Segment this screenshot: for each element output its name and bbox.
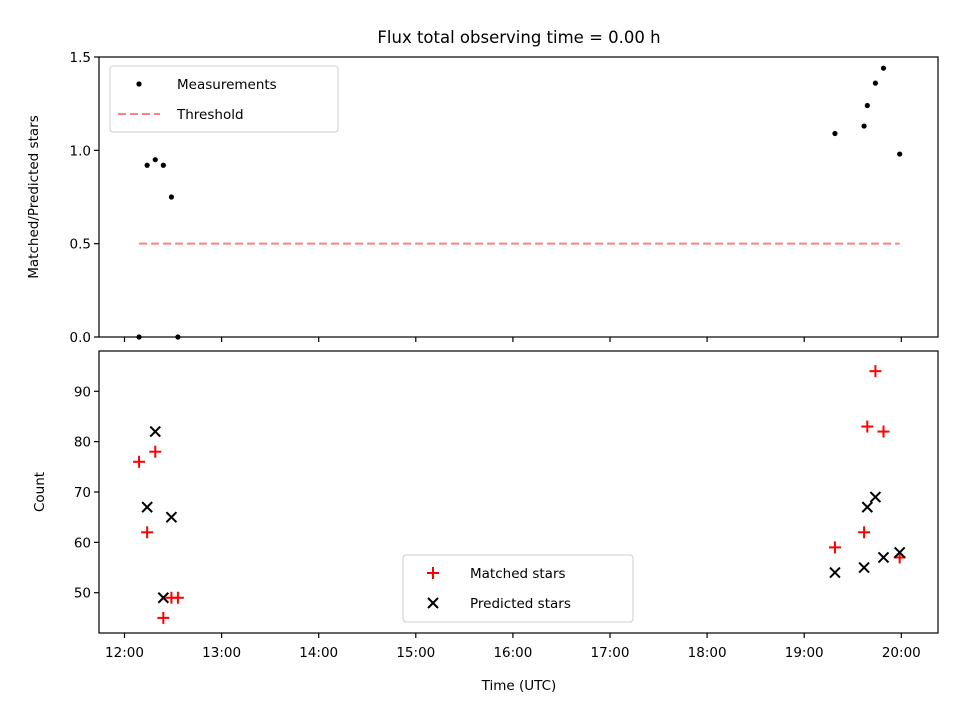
x-axis-label: Time (UTC) bbox=[481, 678, 557, 694]
x-tick-label-18-00: 18:00 bbox=[688, 645, 727, 661]
legend-marker-measurements bbox=[136, 81, 142, 87]
predicted-stars-point bbox=[877, 551, 890, 564]
x-tick-label-15-00: 15:00 bbox=[396, 645, 435, 661]
bottom-legend-box bbox=[402, 554, 634, 623]
predicted-stars-point bbox=[829, 566, 841, 579]
predicted-stars-point bbox=[157, 592, 170, 604]
legend-label-measurements: Measurements bbox=[177, 77, 277, 93]
bottom-x-axis: 12:00 13:00 14:00 15:00 16:00 17:00 18:00 19:00… bbox=[105, 633, 921, 661]
bottom-y-axis-label: Count bbox=[32, 472, 48, 512]
predicted-stars-point bbox=[869, 491, 882, 503]
top-legend: Measurements Threshold bbox=[109, 65, 339, 133]
x-tick-label-17-00: 17:00 bbox=[591, 645, 630, 661]
top-y-tick-label-0: 0.0 bbox=[70, 330, 91, 346]
measurement-point bbox=[864, 102, 870, 109]
top-x-axis bbox=[123, 337, 902, 342]
measurement-point bbox=[144, 162, 150, 168]
x-tick-label-16-00: 16:00 bbox=[493, 645, 532, 661]
top-y-tick-label-1: 1.0 bbox=[70, 143, 91, 159]
top-y-axis-label: Matched/Predicted stars bbox=[26, 115, 42, 278]
matched-stars-point bbox=[141, 526, 154, 539]
legend-label-predicted-stars: Predicted stars bbox=[470, 596, 571, 612]
matched-stars-point bbox=[171, 591, 184, 604]
bottom-legend: Matched stars Predicted stars bbox=[402, 554, 634, 623]
x-tick-label-20-00: 20:00 bbox=[882, 645, 921, 661]
predicted-stars-point bbox=[149, 425, 161, 438]
predicted-stars-point bbox=[861, 501, 874, 513]
bottom-y-tick-label-80: 80 bbox=[74, 435, 91, 451]
bottom-axes-frame bbox=[98, 350, 939, 634]
measurement-point bbox=[897, 151, 903, 157]
top-axes-frame bbox=[98, 56, 939, 338]
matched-stars-point bbox=[149, 445, 162, 458]
x-tick-label-12-00: 12:00 bbox=[105, 645, 144, 661]
predicted-stars-point bbox=[141, 501, 153, 513]
measurement-point bbox=[832, 130, 838, 137]
bottom-y-axis: 50 60 70 80 90 bbox=[74, 384, 99, 602]
chart-title: Flux total observing time = 0.00 h bbox=[377, 28, 660, 47]
legend-label-matched-stars: Matched stars bbox=[470, 566, 566, 582]
measurement-point bbox=[861, 123, 867, 129]
x-tick-label-14-00: 14:00 bbox=[299, 645, 338, 661]
top-y-tick-label-1-5: 1.5 bbox=[70, 50, 91, 66]
legend-marker-matched-stars bbox=[427, 567, 439, 579]
measurements-series bbox=[136, 65, 903, 340]
matched-stars-point bbox=[877, 425, 890, 438]
matched-stars-point bbox=[858, 526, 871, 539]
matched-stars-point bbox=[861, 420, 874, 433]
predicted-stars-point bbox=[858, 561, 870, 574]
measurement-point bbox=[872, 80, 879, 86]
measurement-point bbox=[880, 65, 887, 71]
bottom-y-tick-label-90: 90 bbox=[74, 384, 91, 400]
matched-stars-point bbox=[133, 455, 146, 468]
top-y-axis: 0.0 0.5 1.0 1.5 bbox=[70, 50, 99, 346]
matched-stars-point bbox=[828, 541, 841, 554]
legend-marker-predicted-stars bbox=[427, 597, 439, 609]
matched-stars-point bbox=[869, 365, 882, 378]
x-tick-label-19-00: 19:00 bbox=[785, 645, 824, 661]
bottom-panel: 50 60 70 80 90 12:00 13:00 14:00 15:00 16:00 17:0… bbox=[32, 350, 939, 694]
top-y-tick-label-0-5: 0.5 bbox=[70, 237, 91, 253]
matched-stars-point bbox=[157, 611, 170, 624]
bottom-y-tick-label-60: 60 bbox=[74, 535, 91, 551]
measurement-point bbox=[152, 157, 158, 163]
x-tick-label-13-00: 13:00 bbox=[202, 645, 241, 661]
predicted-stars-point bbox=[893, 546, 906, 559]
bottom-y-tick-label-50: 50 bbox=[74, 586, 91, 602]
measurement-point bbox=[168, 194, 175, 200]
bottom-y-tick-label-70: 70 bbox=[74, 485, 91, 501]
legend-label-threshold: Threshold bbox=[176, 107, 244, 123]
predicted-stars-point bbox=[165, 511, 178, 523]
top-panel: 0.0 0.5 1.0 1.5 Matched/Predicted stars Mea… bbox=[26, 50, 939, 346]
top-legend-box bbox=[109, 65, 339, 133]
predicted-stars-series bbox=[141, 425, 906, 604]
measurement-point bbox=[160, 162, 166, 168]
